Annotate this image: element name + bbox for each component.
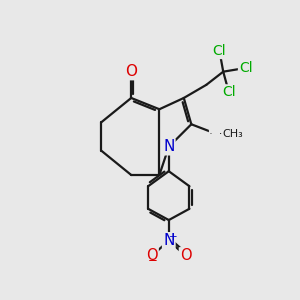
Text: N: N <box>163 139 175 154</box>
Text: —: — <box>210 127 222 140</box>
Text: +: + <box>169 232 177 242</box>
Text: CH₃: CH₃ <box>222 129 243 139</box>
Text: O: O <box>180 248 191 263</box>
Text: Cl: Cl <box>222 85 236 99</box>
Text: Cl: Cl <box>239 61 253 75</box>
Text: O: O <box>125 64 137 79</box>
Text: N: N <box>163 233 175 248</box>
Text: Cl: Cl <box>213 44 226 58</box>
Text: O: O <box>146 248 158 263</box>
Text: −: − <box>148 254 158 267</box>
